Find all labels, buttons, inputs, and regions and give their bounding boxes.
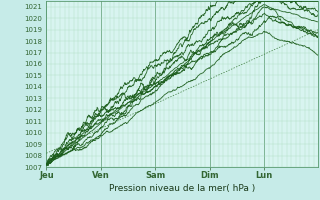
X-axis label: Pression niveau de la mer( hPa ): Pression niveau de la mer( hPa ) (109, 184, 256, 193)
